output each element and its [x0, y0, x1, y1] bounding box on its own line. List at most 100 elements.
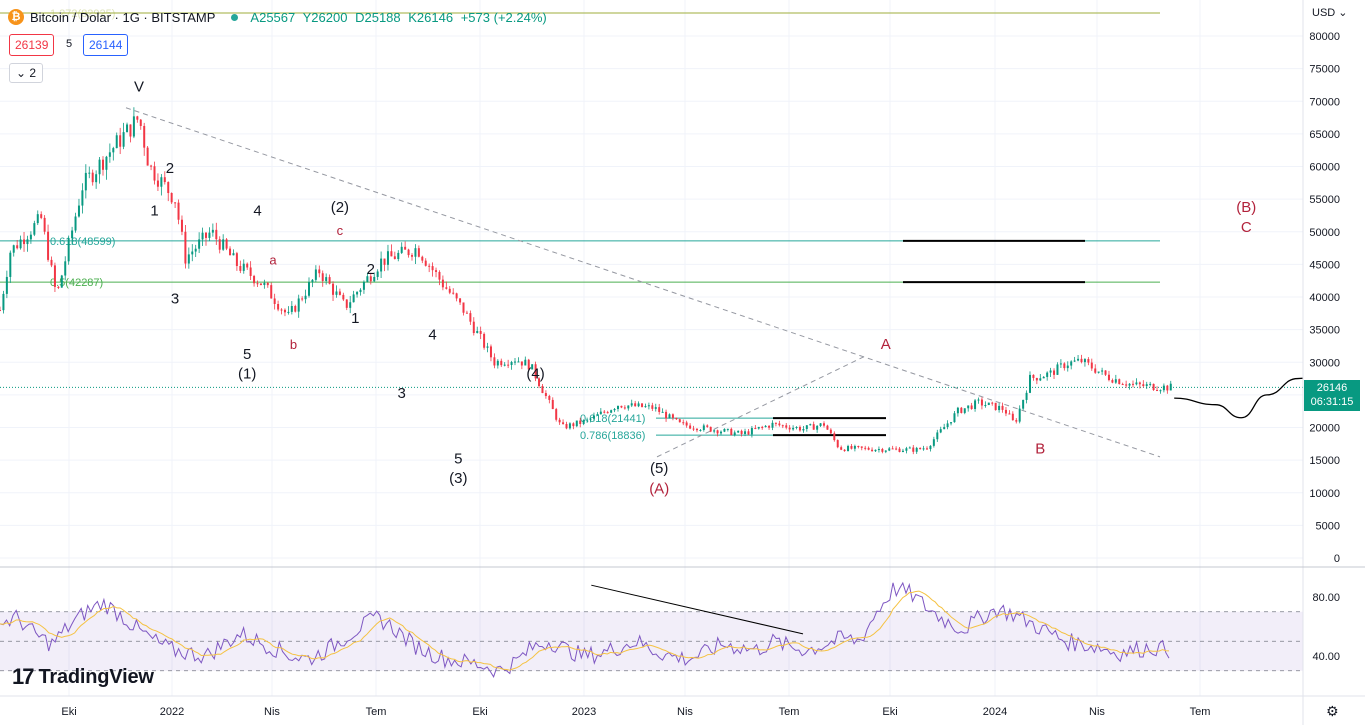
candle-body — [788, 427, 791, 430]
candle-body — [64, 261, 67, 276]
trendlines — [0, 107, 1303, 458]
candle-body — [956, 407, 959, 414]
candle-body — [184, 231, 187, 264]
candle-body — [665, 411, 668, 419]
candle-body — [757, 426, 760, 429]
candle-body — [538, 378, 541, 387]
candle-body — [198, 239, 201, 249]
candle-body — [1125, 384, 1128, 386]
price-tick-label: 75000 — [1309, 64, 1340, 76]
candle-body — [575, 420, 578, 427]
candle-body — [534, 364, 537, 379]
symbol-title[interactable]: Bitcoin / Dolar · 1G · BITSTAMP — [30, 9, 216, 25]
wave-label: V — [134, 78, 144, 95]
time-tick-label: 2023 — [572, 706, 596, 718]
candle-body — [431, 266, 434, 271]
candle-body — [435, 270, 438, 272]
candle-body — [376, 271, 379, 277]
candle-body — [610, 410, 613, 413]
candle-body — [647, 405, 650, 407]
candle-body — [651, 405, 654, 409]
candle-body — [352, 294, 355, 303]
candle-body — [637, 403, 640, 407]
candle-body — [733, 432, 736, 436]
wave-label: C — [1241, 219, 1252, 236]
candle-body — [689, 425, 692, 429]
candle-body — [386, 251, 389, 265]
candle-body — [661, 411, 664, 413]
candle-body — [1025, 392, 1028, 400]
candle-body — [448, 288, 451, 293]
candle-body — [486, 346, 489, 348]
price-tick-label: 40000 — [1309, 292, 1340, 304]
current-price-badge: 26146 06:31:15 — [1304, 380, 1360, 411]
rsi-tick-label: 80.00 — [1312, 592, 1340, 604]
candle-body — [472, 321, 475, 334]
candle-body — [1022, 399, 1025, 409]
candle-body — [792, 427, 795, 430]
symbol-header[interactable]: ₿ Bitcoin / Dolar · 1G · BITSTAMP A25567… — [8, 6, 551, 28]
ohlc-open: A25567 — [250, 9, 296, 25]
candle-body — [1118, 379, 1121, 385]
candle-body — [740, 430, 743, 434]
chevron-down-icon: ⌄ — [16, 66, 27, 80]
market-open-status-icon — [231, 13, 239, 21]
candle-body — [311, 279, 314, 283]
candle-body — [1070, 361, 1073, 366]
fib-level-label: 1.272(82925) — [50, 8, 115, 20]
candle-body — [531, 364, 534, 370]
candle-body — [1080, 358, 1083, 363]
candle-body — [280, 309, 283, 311]
candle-body — [929, 445, 932, 450]
candle-body — [277, 303, 280, 310]
candle-body — [915, 447, 918, 452]
candle-body — [781, 425, 784, 427]
currency-label: USD — [1312, 7, 1336, 19]
gear-icon[interactable]: ⚙ — [1326, 703, 1339, 719]
candle-body — [768, 425, 771, 428]
price-tick-label: 30000 — [1309, 357, 1340, 369]
tradingview-logo[interactable]: 17 TradingView — [12, 664, 154, 690]
candle-body — [589, 418, 592, 420]
candle-body — [579, 420, 582, 424]
candle-body — [596, 414, 599, 416]
candle-body — [112, 148, 115, 153]
candle-body — [462, 302, 465, 313]
candle-body — [71, 230, 74, 239]
candle-body — [991, 402, 994, 404]
buy-price-button[interactable]: 26144 — [83, 34, 129, 56]
sell-price-button[interactable]: 26139 — [9, 34, 55, 56]
indicators-toggle-button[interactable]: ⌄ 2 — [9, 63, 44, 83]
candle-body — [266, 282, 269, 286]
candle-body — [1107, 374, 1110, 381]
candle-body — [404, 246, 407, 250]
chevron-down-icon: ⌄ — [1338, 7, 1348, 19]
candle-body — [242, 263, 245, 271]
candle-body — [805, 425, 808, 429]
candle-body — [314, 269, 317, 280]
candle-body — [1042, 376, 1045, 379]
candle-body — [720, 431, 722, 434]
candle-body — [922, 448, 925, 450]
candle-body — [53, 265, 56, 287]
price-tick-label: 65000 — [1309, 129, 1340, 141]
candle-body — [671, 414, 674, 418]
time-tick-label: Nis — [1089, 706, 1105, 718]
candle-body — [421, 256, 424, 261]
candle-body — [459, 298, 462, 303]
wave-label: (4) — [526, 366, 544, 383]
candle-body — [1066, 365, 1069, 369]
candle-body — [1029, 374, 1031, 393]
candle-body — [702, 425, 705, 430]
candle-body — [163, 177, 166, 183]
wave-label: a — [269, 252, 277, 267]
candle-body — [778, 423, 781, 426]
candle-body — [901, 450, 904, 452]
candle-body — [695, 428, 698, 431]
candle-body — [517, 361, 520, 363]
currency-selector[interactable]: USD ⌄ — [1312, 6, 1348, 19]
candle-body — [974, 400, 977, 409]
price-tick-label: 0 — [1334, 553, 1340, 565]
candle-body — [1001, 405, 1004, 410]
